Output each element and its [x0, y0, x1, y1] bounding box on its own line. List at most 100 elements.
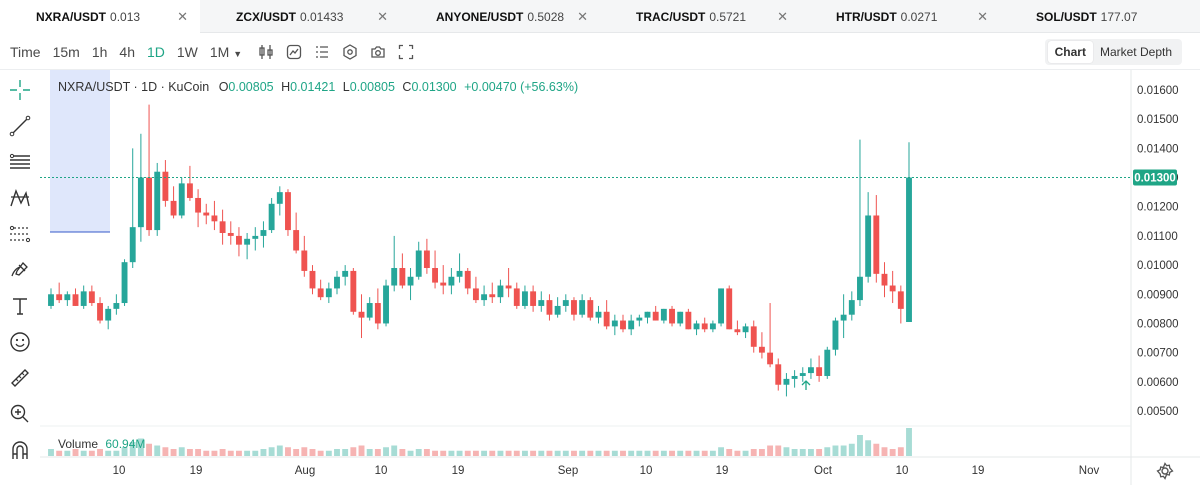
interval-1d[interactable]: 1D: [146, 43, 165, 60]
volume-bar: [783, 447, 790, 456]
close-icon[interactable]: ✕: [577, 9, 588, 24]
trend-line-icon[interactable]: [0, 108, 40, 144]
close-icon[interactable]: ✕: [177, 9, 188, 24]
candle-body: [587, 300, 594, 318]
candle-body: [677, 311, 684, 324]
brush-icon[interactable]: [0, 252, 40, 288]
volume-bar: [154, 445, 161, 456]
candle-body: [80, 291, 87, 306]
candle-body: [832, 320, 839, 350]
candle-type-icon[interactable]: [252, 44, 280, 60]
market-depth-button[interactable]: Market Depth: [1099, 45, 1172, 59]
candle-body: [824, 349, 831, 376]
volume-bar: [227, 450, 234, 456]
tab-nxra-usdt[interactable]: NXRA/USDT 0.013 ✕: [0, 0, 200, 33]
emoji-icon[interactable]: [0, 324, 40, 360]
candle-body: [301, 250, 308, 271]
zoom-in-icon[interactable]: [0, 396, 40, 432]
ruler-icon[interactable]: [0, 360, 40, 396]
interval-15m[interactable]: 15m: [52, 43, 80, 60]
candle-body: [260, 230, 267, 236]
fib-levels-icon[interactable]: [0, 216, 40, 252]
candle-body: [611, 320, 618, 327]
candle-body: [709, 323, 716, 330]
candlestick-chart[interactable]: 0.00500 0.00600 0.00700 0.00800 0.00900 0.010…: [40, 70, 1200, 485]
volume-bar: [464, 450, 471, 456]
fullscreen-icon[interactable]: [392, 44, 420, 60]
volume-bar: [317, 450, 324, 456]
candle-body: [317, 288, 324, 298]
volume-bar: [522, 450, 528, 456]
camera-icon[interactable]: [364, 44, 392, 60]
selection-highlight: [50, 70, 110, 232]
candle-body: [767, 352, 774, 365]
price-tick-label: 0.00700: [1137, 348, 1179, 360]
event-marker[interactable]: [801, 380, 811, 390]
interval-1h[interactable]: 1h: [91, 43, 108, 60]
candle-body: [285, 192, 291, 231]
volume-bar: [170, 449, 177, 456]
settings-icon[interactable]: [336, 43, 364, 60]
candle-body: [652, 311, 659, 321]
time-axis[interactable]: 10 19 Aug 10 19 Sep 10 19 Oct 10 19 Nov: [113, 465, 1100, 477]
indicators-icon[interactable]: [280, 44, 308, 60]
candle-body: [497, 285, 504, 298]
interval-4h[interactable]: 4h: [119, 43, 135, 60]
tab-htr-usdt[interactable]: HTR/USDT 0.0271 ✕: [800, 0, 1000, 33]
close-icon[interactable]: ✕: [777, 9, 788, 24]
volume-bar: [693, 450, 700, 456]
volume-bar: [137, 438, 144, 456]
tab-anyone-usdt[interactable]: ANYONE/USDT 0.5028 ✕: [400, 0, 600, 33]
candle-body: [170, 200, 177, 216]
tab-symbol: NXRA/USDT: [36, 9, 107, 24]
templates-icon[interactable]: [308, 44, 336, 60]
volume-bar: [391, 445, 398, 456]
candle-body: [178, 183, 185, 216]
text-tool-icon[interactable]: [0, 288, 40, 324]
candle-body: [750, 326, 757, 347]
candle-body: [105, 308, 112, 321]
horizontal-lines-icon[interactable]: [0, 144, 40, 180]
volume-bar: [489, 450, 496, 456]
candle-body: [113, 303, 120, 309]
price-axis[interactable]: 0.00500 0.00600 0.00700 0.00800 0.00900 0.010…: [1137, 85, 1179, 418]
magnet-icon[interactable]: [0, 432, 40, 468]
volume-bar: [824, 447, 831, 456]
volume-bar: [579, 450, 586, 456]
candle-body: [358, 311, 365, 318]
price-tick-label: 0.00500: [1137, 406, 1179, 418]
candle-body: [137, 177, 144, 228]
chart-view-button[interactable]: Chart: [1047, 41, 1093, 63]
chart-settings-icon[interactable]: [1156, 462, 1174, 485]
candles: [48, 104, 912, 397]
candle-body: [211, 215, 218, 222]
tab-symbol: TRAC/USDT: [636, 9, 706, 24]
candle-body: [603, 311, 610, 327]
candle-body: [236, 235, 242, 245]
close-icon[interactable]: ✕: [377, 9, 388, 24]
close-icon[interactable]: ✕: [977, 9, 988, 24]
pattern-icon[interactable]: [0, 180, 40, 216]
candle-body: [350, 270, 357, 312]
candle-body: [783, 378, 790, 385]
volume-bar: [538, 450, 545, 456]
volume-bar: [432, 450, 438, 456]
candle-body: [334, 276, 340, 289]
time-tick-label: Nov: [1079, 465, 1100, 477]
candle-body: [897, 291, 904, 309]
candle-body: [72, 294, 79, 306]
volume-bar: [505, 450, 512, 456]
tab-sol-usdt[interactable]: SOL/USDT 177.07: [1000, 0, 1200, 33]
volume-bar: [808, 449, 814, 456]
interval-1w[interactable]: 1W: [176, 43, 198, 60]
price-tick-label: 0.01200: [1137, 202, 1179, 214]
tab-trac-usdt[interactable]: TRAC/USDT 0.5721 ✕: [600, 0, 800, 33]
volume-bar: [848, 443, 855, 456]
tab-zcx-usdt[interactable]: ZCX/USDT 0.01433 ✕: [200, 0, 400, 33]
candle-body: [309, 270, 316, 289]
crosshair-icon[interactable]: [0, 72, 40, 108]
time-tick-label: 19: [190, 465, 203, 477]
candle-body: [669, 308, 675, 324]
low-key: L: [342, 80, 350, 94]
interval-1m[interactable]: 1M ▼: [204, 44, 248, 60]
